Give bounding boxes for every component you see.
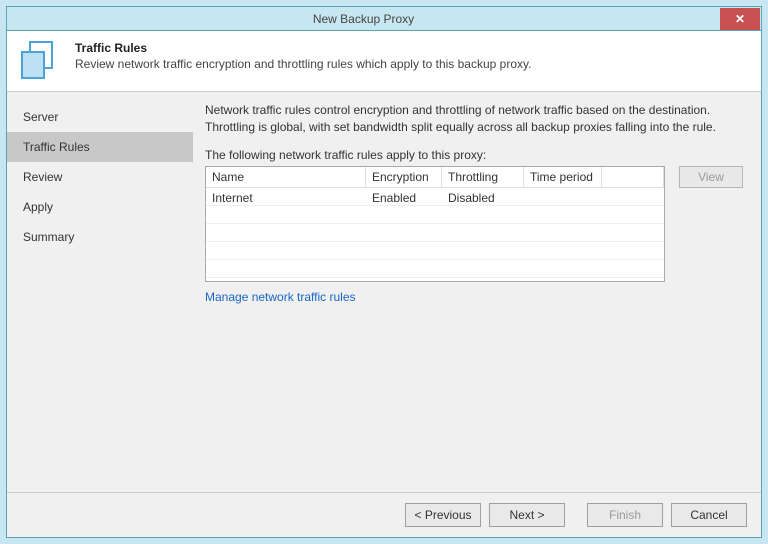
cancel-button[interactable]: Cancel bbox=[671, 503, 747, 527]
wizard-window: New Backup Proxy ✕ Traffic Rules Review … bbox=[6, 6, 762, 538]
table-body: Internet Enabled Disabled bbox=[206, 188, 664, 278]
col-name[interactable]: Name bbox=[206, 167, 366, 187]
table-row bbox=[206, 224, 664, 242]
table-row bbox=[206, 260, 664, 278]
cell-encryption: Enabled bbox=[366, 188, 442, 205]
cell-throttling: Disabled bbox=[442, 188, 524, 205]
header-subtitle: Review network traffic encryption and th… bbox=[75, 57, 531, 71]
rules-table: Name Encryption Throttling Time period I… bbox=[205, 166, 665, 282]
view-button: View bbox=[679, 166, 743, 188]
finish-button: Finish bbox=[587, 503, 663, 527]
cell-time-period bbox=[524, 188, 602, 205]
sidebar-item-summary[interactable]: Summary bbox=[7, 222, 193, 252]
titlebar: New Backup Proxy ✕ bbox=[7, 7, 761, 31]
close-icon: ✕ bbox=[735, 12, 745, 26]
header-text: Traffic Rules Review network traffic enc… bbox=[75, 41, 531, 81]
close-button[interactable]: ✕ bbox=[720, 8, 760, 30]
table-row[interactable]: Internet Enabled Disabled bbox=[206, 188, 664, 206]
col-time-period[interactable]: Time period bbox=[524, 167, 602, 187]
rules-description: Network traffic rules control encryption… bbox=[205, 102, 743, 136]
window-title: New Backup Proxy bbox=[7, 12, 720, 26]
wizard-main: Network traffic rules control encryption… bbox=[193, 92, 761, 492]
wizard-body: Server Traffic Rules Review Apply Summar… bbox=[7, 92, 761, 492]
manage-rules-link[interactable]: Manage network traffic rules bbox=[205, 290, 356, 304]
previous-button[interactable]: < Previous bbox=[405, 503, 481, 527]
sidebar-item-server[interactable]: Server bbox=[7, 102, 193, 132]
wizard-header: Traffic Rules Review network traffic enc… bbox=[7, 31, 761, 92]
cell-spacer bbox=[602, 188, 664, 205]
sidebar-item-traffic-rules[interactable]: Traffic Rules bbox=[7, 132, 193, 162]
table-header: Name Encryption Throttling Time period bbox=[206, 167, 664, 188]
wizard-sidebar: Server Traffic Rules Review Apply Summar… bbox=[7, 92, 193, 492]
sidebar-item-review[interactable]: Review bbox=[7, 162, 193, 192]
col-spacer bbox=[602, 167, 664, 187]
header-title: Traffic Rules bbox=[75, 41, 531, 55]
table-row bbox=[206, 242, 664, 260]
col-throttling[interactable]: Throttling bbox=[442, 167, 524, 187]
table-row bbox=[206, 206, 664, 224]
cell-name: Internet bbox=[206, 188, 366, 205]
col-encryption[interactable]: Encryption bbox=[366, 167, 442, 187]
table-label: The following network traffic rules appl… bbox=[205, 148, 743, 162]
wizard-footer: < Previous Next > Finish Cancel bbox=[7, 492, 761, 537]
sidebar-item-apply[interactable]: Apply bbox=[7, 192, 193, 222]
traffic-rules-icon bbox=[21, 41, 61, 81]
next-button[interactable]: Next > bbox=[489, 503, 565, 527]
